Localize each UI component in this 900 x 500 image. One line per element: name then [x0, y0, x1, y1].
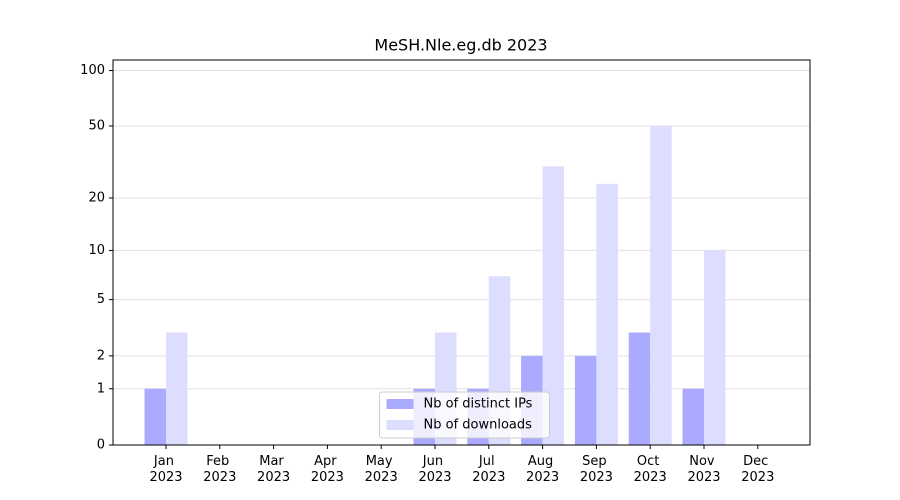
legend-box [379, 391, 550, 439]
x-tick-label: Jan 2023 [149, 454, 182, 485]
legend-label: Nb of distinct IPs [424, 397, 533, 412]
x-tick-label: Jul 2023 [472, 454, 505, 485]
x-tick-label: Jun 2023 [418, 454, 451, 485]
y-tick-label: 10 [88, 243, 105, 258]
legend-swatch [386, 420, 414, 430]
bar [704, 250, 726, 445]
x-tick-label: Oct 2023 [634, 454, 667, 485]
y-tick-label: 5 [97, 292, 105, 307]
legend-swatch [386, 399, 414, 409]
chart-title: MeSH.Nle.eg.db 2023 [374, 36, 547, 55]
x-tick-label: Nov 2023 [687, 454, 720, 485]
bar [650, 125, 672, 446]
y-tick-label: 100 [80, 63, 105, 78]
bar [574, 355, 597, 445]
bar [682, 388, 704, 445]
y-tick-label: 1 [97, 381, 105, 396]
y-tick-label: 50 [88, 118, 105, 133]
axes-frame [112, 59, 811, 446]
bar [166, 332, 188, 445]
bar [596, 183, 618, 445]
x-tick-label: Mar 2023 [257, 454, 290, 485]
x-tick-label: Apr 2023 [311, 454, 344, 485]
bar [144, 388, 166, 445]
x-tick-label: Aug 2023 [526, 454, 559, 485]
x-tick-label: Dec 2023 [741, 454, 774, 485]
y-tick-label: 2 [97, 348, 105, 363]
bar [628, 332, 651, 445]
x-tick-label: Feb 2023 [203, 454, 236, 485]
legend-label: Nb of downloads [424, 418, 533, 433]
y-tick-label: 0 [97, 438, 105, 453]
bar [542, 166, 565, 445]
y-tick-label: 20 [88, 190, 105, 205]
x-tick-label: Sep 2023 [580, 454, 613, 485]
x-tick-label: May 2023 [365, 454, 398, 485]
plot-area [113, 70, 810, 446]
